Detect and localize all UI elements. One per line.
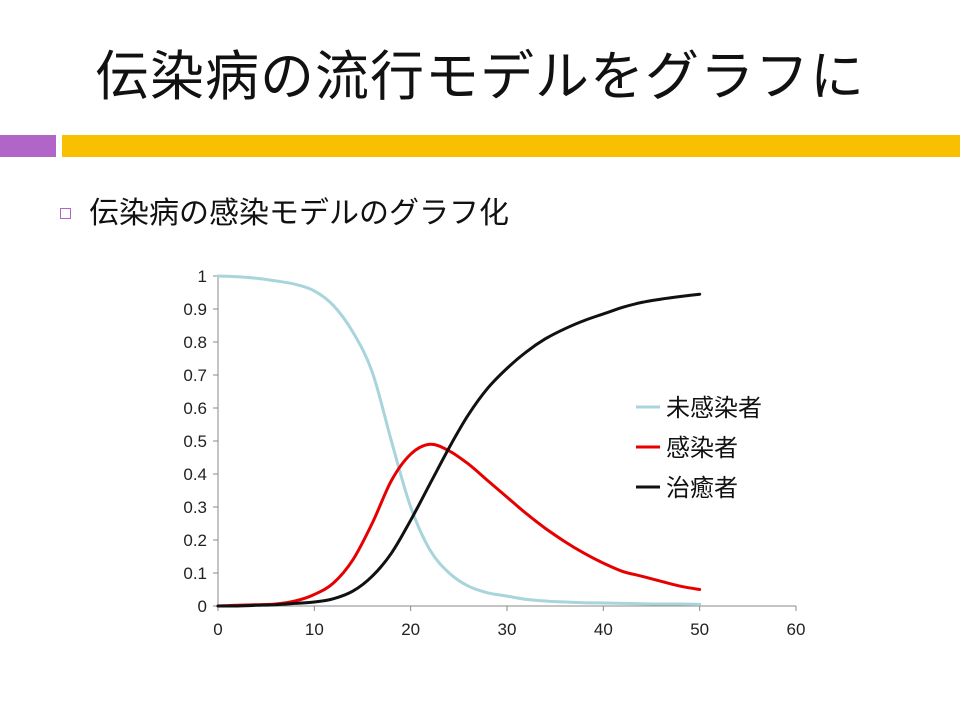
legend-item-recovered: 治癒者 xyxy=(666,474,738,502)
y-tick-label: 0 xyxy=(198,597,207,616)
slide-title: 伝染病の流行モデルをグラフに xyxy=(95,45,865,108)
y-tick-label: 0.1 xyxy=(183,564,207,583)
x-tick-label: 0 xyxy=(213,620,222,639)
square-bullet-icon xyxy=(60,207,71,219)
x-tick-label: 60 xyxy=(787,620,806,639)
bullet-item: 伝染病の感染モデルのグラフ化 xyxy=(60,190,509,231)
y-tick-label: 1 xyxy=(198,267,207,286)
y-tick-label: 0.8 xyxy=(183,333,207,352)
y-tick-label: 0.9 xyxy=(183,300,207,319)
series-line-susceptible xyxy=(216,274,702,606)
y-tick-label: 0.5 xyxy=(183,432,207,451)
y-tick-label: 0.7 xyxy=(183,366,207,385)
accent-bar-gold xyxy=(62,135,960,157)
legend-item-infected: 感染者 xyxy=(666,434,738,462)
x-tick-label: 40 xyxy=(594,620,613,639)
y-tick-label: 0.6 xyxy=(183,399,207,418)
legend-item-susceptible: 未感染者 xyxy=(666,394,762,422)
series-line-infected xyxy=(216,442,702,608)
y-tick-label: 0.4 xyxy=(183,465,207,484)
x-tick-label: 30 xyxy=(498,620,517,639)
x-tick-label: 10 xyxy=(305,620,324,639)
bullet-text: 伝染病の感染モデルのグラフ化 xyxy=(89,196,509,231)
y-tick-label: 0.2 xyxy=(183,531,207,550)
x-tick-label: 20 xyxy=(401,620,420,639)
series-line-recovered xyxy=(216,292,702,608)
x-tick-label: 50 xyxy=(690,620,709,639)
y-tick-label: 0.3 xyxy=(183,498,207,517)
accent-bar-purple xyxy=(0,135,56,157)
